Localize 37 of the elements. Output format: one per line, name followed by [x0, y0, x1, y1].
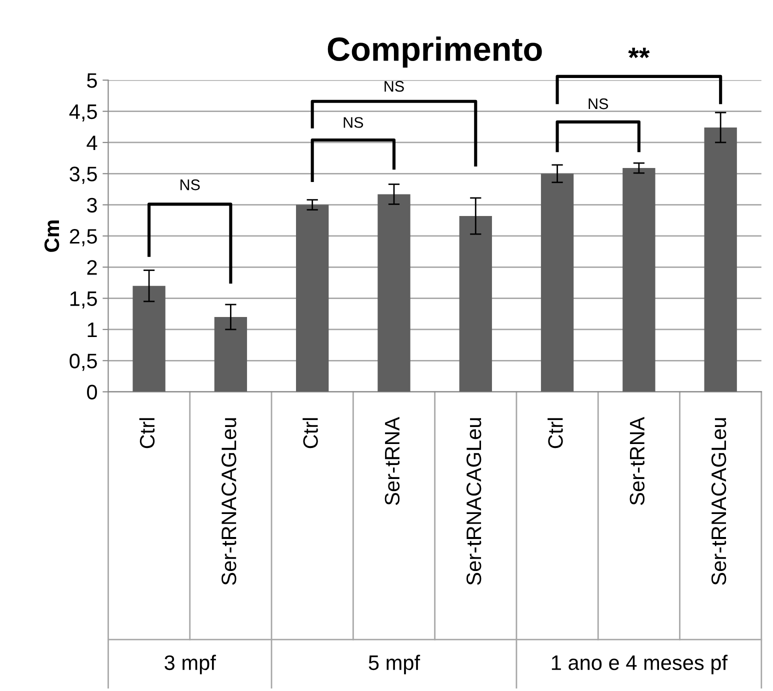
bar	[378, 194, 410, 392]
y-tick-label: 0,5	[70, 354, 97, 371]
y-tick-label: 2,5	[70, 228, 97, 246]
x-tick-label: Ser-tRNACAGLeu	[222, 418, 236, 585]
y-tick-label: 0	[87, 384, 97, 400]
x-tick-label: Ser-tRNACAGLeu	[466, 418, 482, 585]
y-tick-label: 1	[88, 322, 97, 338]
x-tick-label: Ctrl	[302, 418, 318, 448]
x-tick-label: Ser-tRNA	[630, 416, 645, 505]
x-tick-label: Ser-tRNA	[384, 416, 400, 505]
bar	[704, 128, 737, 392]
bar	[132, 286, 166, 392]
annotation: NS	[180, 179, 200, 190]
y-tick-label: 4,5	[69, 104, 97, 122]
bar	[622, 168, 656, 392]
chart-title: Comprimento	[328, 36, 542, 68]
y-tick-label: 3	[87, 198, 97, 213]
y-tick-label: 4	[86, 136, 98, 150]
text: 5 mpf	[368, 654, 420, 674]
y-axis-title: Cm	[44, 220, 60, 252]
x-tick-label: Ctrl	[139, 418, 155, 448]
annotation: NS	[344, 117, 364, 128]
y-tick-label: 5	[87, 73, 97, 88]
bar	[540, 174, 574, 392]
text: 3 mpf	[164, 654, 216, 674]
x-tick-label: Ctrl	[548, 418, 563, 448]
y-tick-label: 1,5	[70, 292, 97, 309]
annotation: NS	[384, 80, 404, 92]
bar	[296, 204, 329, 392]
text: 1 ano e 4 meses pf	[552, 654, 728, 674]
bar	[214, 317, 248, 392]
bar	[459, 216, 492, 392]
x-tick-label: Ser-tRNACAGLeu	[711, 418, 726, 585]
annotation: NS	[588, 98, 608, 110]
y-tick-label: 3,5	[70, 166, 97, 184]
y-tick-label: 2	[87, 260, 97, 275]
text: **	[628, 48, 650, 58]
